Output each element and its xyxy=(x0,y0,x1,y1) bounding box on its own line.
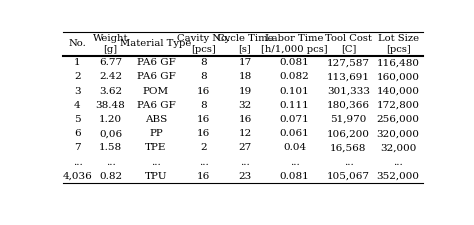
Text: PP: PP xyxy=(149,129,163,138)
Text: 8: 8 xyxy=(201,58,207,67)
Text: PA6 GF: PA6 GF xyxy=(137,72,175,81)
Text: 6: 6 xyxy=(74,129,81,138)
Text: 16: 16 xyxy=(238,115,252,124)
Text: PA6 GF: PA6 GF xyxy=(137,101,175,110)
Text: 32: 32 xyxy=(238,101,252,110)
Text: 16: 16 xyxy=(197,172,210,181)
Text: 113,691: 113,691 xyxy=(327,72,370,81)
Text: 3.62: 3.62 xyxy=(99,87,122,96)
Text: 105,067: 105,067 xyxy=(327,172,370,181)
Text: 2: 2 xyxy=(201,143,207,152)
Text: 172,800: 172,800 xyxy=(377,101,419,110)
Text: 0.071: 0.071 xyxy=(280,115,310,124)
Text: ...: ... xyxy=(240,158,250,167)
Text: 16: 16 xyxy=(197,115,210,124)
Text: ...: ... xyxy=(393,158,403,167)
Text: 106,200: 106,200 xyxy=(327,129,370,138)
Text: Material Type: Material Type xyxy=(120,39,191,48)
Text: 51,970: 51,970 xyxy=(330,115,366,124)
Text: TPE: TPE xyxy=(146,143,167,152)
Text: 4,036: 4,036 xyxy=(63,172,92,181)
Text: 23: 23 xyxy=(238,172,252,181)
Text: 1: 1 xyxy=(74,58,81,67)
Text: 180,366: 180,366 xyxy=(327,101,370,110)
Text: 38.48: 38.48 xyxy=(96,101,126,110)
Text: 0.061: 0.061 xyxy=(280,129,310,138)
Text: 16: 16 xyxy=(197,87,210,96)
Text: 0.82: 0.82 xyxy=(99,172,122,181)
Text: 12: 12 xyxy=(238,129,252,138)
Text: 320,000: 320,000 xyxy=(377,129,419,138)
Text: 19: 19 xyxy=(238,87,252,96)
Text: 0,06: 0,06 xyxy=(99,129,122,138)
Text: 16,568: 16,568 xyxy=(330,143,366,152)
Text: ...: ... xyxy=(344,158,353,167)
Text: 301,333: 301,333 xyxy=(327,87,370,96)
Text: 0.081: 0.081 xyxy=(280,58,310,67)
Text: ...: ... xyxy=(73,158,82,167)
Text: 32,000: 32,000 xyxy=(380,143,416,152)
Text: Cycle Time
[s]: Cycle Time [s] xyxy=(217,34,273,54)
Text: 256,000: 256,000 xyxy=(377,115,419,124)
Text: 0.101: 0.101 xyxy=(280,87,310,96)
Text: 27: 27 xyxy=(238,143,252,152)
Text: 116,480: 116,480 xyxy=(377,58,419,67)
Text: Lot Size
[pcs]: Lot Size [pcs] xyxy=(377,34,419,54)
Text: No.: No. xyxy=(69,39,86,48)
Text: 2: 2 xyxy=(74,72,81,81)
Text: TPU: TPU xyxy=(145,172,167,181)
Text: 160,000: 160,000 xyxy=(377,72,419,81)
Text: ...: ... xyxy=(290,158,300,167)
Text: ABS: ABS xyxy=(145,115,167,124)
Text: 6.77: 6.77 xyxy=(99,58,122,67)
Text: POM: POM xyxy=(143,87,169,96)
Text: ...: ... xyxy=(199,158,209,167)
Text: 0.04: 0.04 xyxy=(283,143,306,152)
Text: 8: 8 xyxy=(201,72,207,81)
Text: 4: 4 xyxy=(74,101,81,110)
Text: Cavity No.
[pcs]: Cavity No. [pcs] xyxy=(177,34,230,54)
Text: Tool Cost
[C]: Tool Cost [C] xyxy=(325,34,372,54)
Text: 1.20: 1.20 xyxy=(99,115,122,124)
Text: PA6 GF: PA6 GF xyxy=(137,58,175,67)
Text: 17: 17 xyxy=(238,58,252,67)
Text: 5: 5 xyxy=(74,115,81,124)
Text: Weight
[g]: Weight [g] xyxy=(93,34,128,54)
Text: 0.081: 0.081 xyxy=(280,172,310,181)
Text: 8: 8 xyxy=(201,101,207,110)
Text: 0.082: 0.082 xyxy=(280,72,310,81)
Text: 1.58: 1.58 xyxy=(99,143,122,152)
Text: 7: 7 xyxy=(74,143,81,152)
Text: 2.42: 2.42 xyxy=(99,72,122,81)
Text: Labor Time
[h/1,000 pcs]: Labor Time [h/1,000 pcs] xyxy=(261,34,328,54)
Text: 0.111: 0.111 xyxy=(280,101,310,110)
Text: 127,587: 127,587 xyxy=(327,58,370,67)
Text: ...: ... xyxy=(106,158,115,167)
Text: 18: 18 xyxy=(238,72,252,81)
Text: ...: ... xyxy=(151,158,161,167)
Text: 16: 16 xyxy=(197,129,210,138)
Text: 140,000: 140,000 xyxy=(377,87,419,96)
Text: 3: 3 xyxy=(74,87,81,96)
Text: 352,000: 352,000 xyxy=(377,172,419,181)
